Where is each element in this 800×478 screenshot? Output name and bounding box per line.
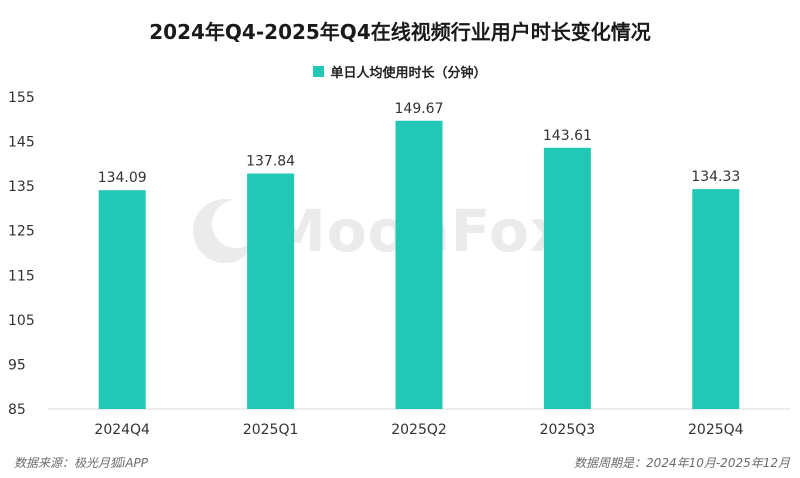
bar bbox=[692, 189, 740, 409]
data-label: 134.09 bbox=[98, 170, 147, 186]
data-source-note: 数据来源：极光月狐iAPP bbox=[14, 456, 149, 470]
legend-label: 单日人均使用时长（分钟） bbox=[330, 66, 487, 81]
chart-title: 2024年Q4-2025年Q4在线视频行业用户时长变化情况 bbox=[149, 20, 651, 44]
y-tick-label: 145 bbox=[8, 135, 35, 151]
y-tick-label: 95 bbox=[8, 357, 26, 373]
y-tick-label: 105 bbox=[8, 313, 35, 329]
legend-swatch bbox=[313, 66, 325, 77]
bar bbox=[543, 147, 591, 410]
y-tick-label: 115 bbox=[8, 268, 35, 284]
y-tick-label: 85 bbox=[8, 402, 26, 418]
chart-legend: 单日人均使用时长（分钟） bbox=[0, 62, 800, 81]
bar bbox=[98, 190, 146, 409]
bar bbox=[395, 120, 443, 410]
y-tick-label: 125 bbox=[8, 224, 35, 240]
bar bbox=[247, 173, 295, 409]
x-tick-label: 2025Q2 bbox=[391, 422, 447, 438]
data-label: 134.33 bbox=[691, 169, 740, 185]
data-label: 149.67 bbox=[395, 101, 444, 117]
data-label: 137.84 bbox=[246, 153, 295, 169]
y-tick-label: 155 bbox=[8, 90, 35, 106]
x-tick-label: 2025Q4 bbox=[688, 422, 744, 438]
data-period-note: 数据周期是：2024年10月-2025年12月 bbox=[574, 456, 790, 470]
y-tick-label: 135 bbox=[8, 179, 35, 195]
x-tick-label: 2024Q4 bbox=[94, 422, 150, 438]
x-tick-label: 2025Q1 bbox=[243, 422, 299, 438]
x-tick-label: 2025Q3 bbox=[540, 422, 596, 438]
data-label: 143.61 bbox=[543, 128, 592, 144]
